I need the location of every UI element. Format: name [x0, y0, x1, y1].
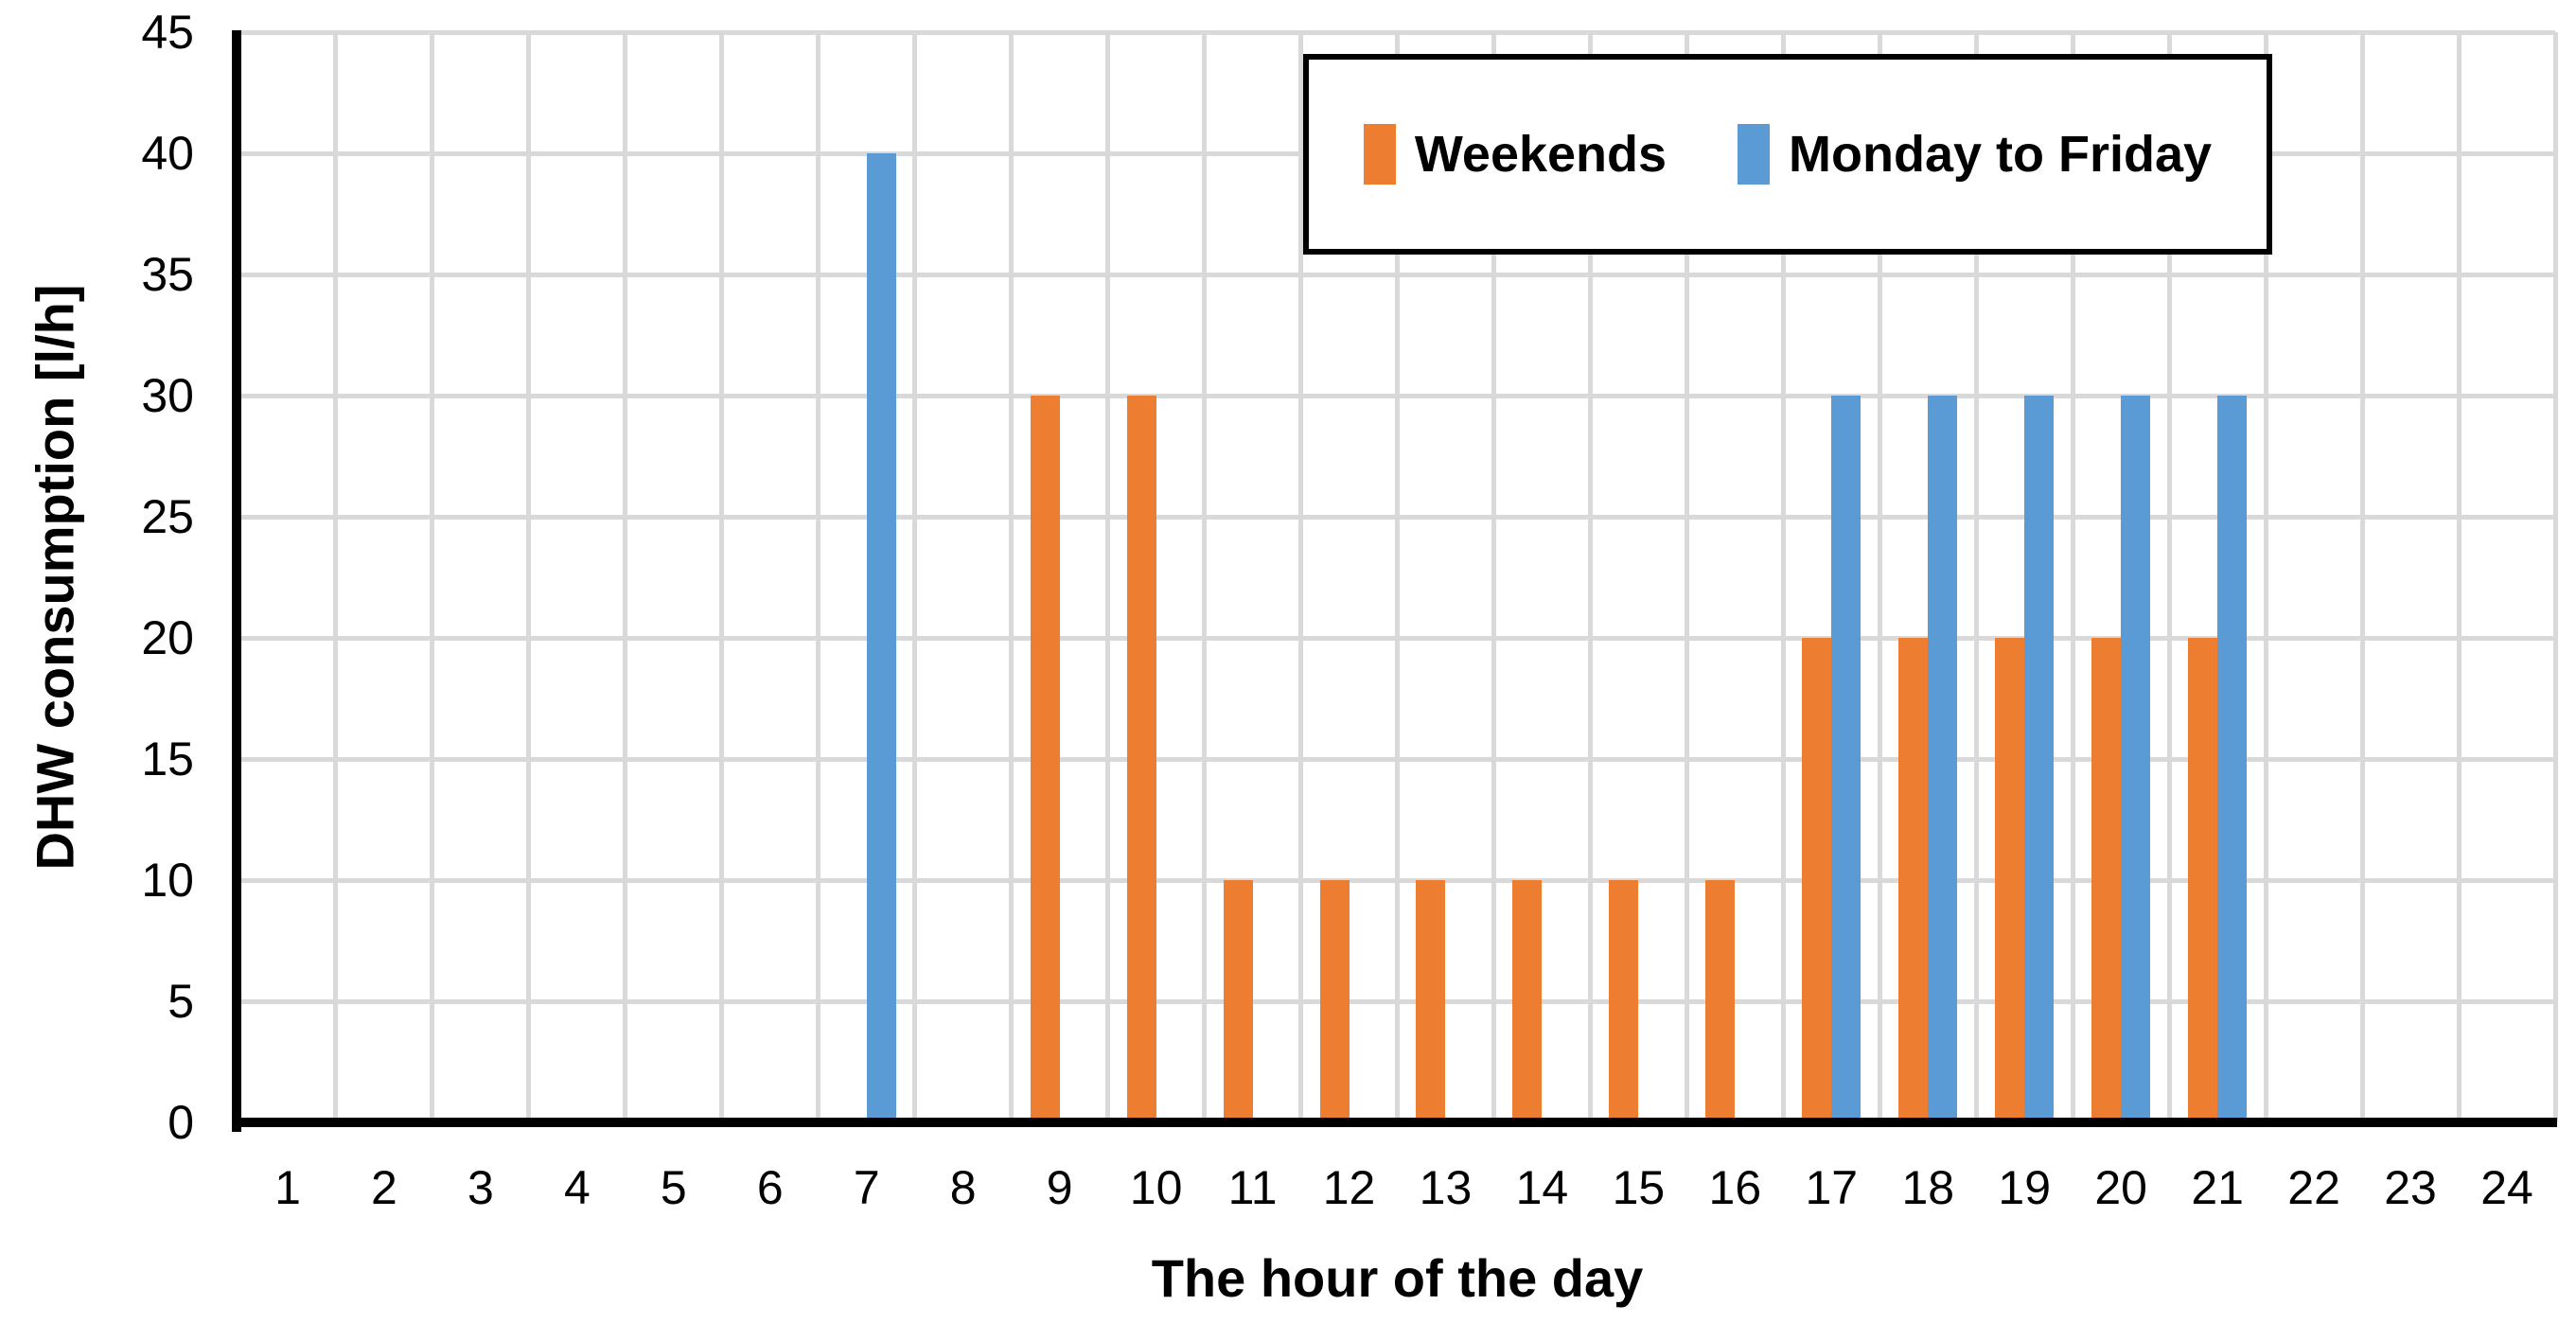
- gridline-v-23: [2456, 32, 2461, 1122]
- y-tick-label-0: 0: [168, 1096, 194, 1149]
- x-tick-label-4: 4: [563, 1161, 591, 1214]
- gridline-v-12: [1395, 32, 1400, 1122]
- x-tick-label-1: 1: [274, 1161, 301, 1214]
- gridline-v-14: [1587, 32, 1593, 1122]
- y-tick-label-20: 20: [141, 611, 194, 664]
- gridline-v-19: [2070, 32, 2075, 1122]
- legend-label-monday-to-friday: Monday to Friday: [1789, 126, 2213, 183]
- x-tick-label-14: 14: [1515, 1161, 1569, 1214]
- y-tick-label-15: 15: [141, 732, 194, 785]
- bar-monday-to-friday-hour-7: [866, 153, 896, 1122]
- gridline-v-15: [1684, 32, 1689, 1122]
- gridline-v-2: [430, 32, 435, 1122]
- gridline-v-4: [623, 32, 628, 1122]
- bar-weekends-hour-14: [1512, 880, 1543, 1122]
- gridline-v-3: [526, 32, 532, 1122]
- gridline-v-7: [912, 32, 918, 1122]
- x-tick-label-16: 16: [1708, 1161, 1762, 1214]
- gridline-v-9: [1105, 32, 1111, 1122]
- x-tick-label-18: 18: [1901, 1161, 1955, 1214]
- bar-monday-to-friday-hour-21: [2217, 396, 2248, 1122]
- bar-monday-to-friday-hour-17: [1831, 396, 1861, 1122]
- x-tick-label-22: 22: [2287, 1161, 2340, 1214]
- bar-weekends-hour-18: [1898, 638, 1929, 1122]
- x-tick-label-6: 6: [756, 1161, 784, 1214]
- legend-item-monday-to-friday: Monday to Friday: [1738, 124, 2212, 185]
- gridline-v-21: [2263, 32, 2268, 1122]
- bar-weekends-hour-10: [1126, 396, 1156, 1122]
- bar-weekends-hour-13: [1416, 880, 1446, 1122]
- x-tick-label-23: 23: [2384, 1161, 2437, 1214]
- x-tick-label-24: 24: [2480, 1161, 2533, 1214]
- x-tick-label-15: 15: [1612, 1161, 1666, 1214]
- gridline-v-18: [1973, 32, 1979, 1122]
- bar-weekends-hour-20: [2091, 638, 2122, 1122]
- y-tick-label-40: 40: [141, 127, 194, 180]
- gridline-v-13: [1491, 32, 1496, 1122]
- y-tick-label-5: 5: [168, 975, 194, 1028]
- weekends-swatch-icon: [1363, 124, 1396, 185]
- bar-weekends-hour-16: [1705, 880, 1736, 1122]
- y-axis-title: DHW consumption [l/h]: [25, 284, 85, 871]
- gridline-v-24: [2552, 32, 2558, 1122]
- gridline-v-22: [2359, 32, 2365, 1122]
- x-axis-title: The hour of the day: [1151, 1248, 1644, 1308]
- bar-monday-to-friday-hour-20: [2121, 396, 2151, 1122]
- legend: Weekends Monday to Friday: [1303, 54, 2272, 255]
- legend-label-weekends: Weekends: [1414, 126, 1667, 183]
- x-tick-label-17: 17: [1805, 1161, 1859, 1214]
- gridline-v-11: [1298, 32, 1304, 1122]
- x-tick-label-11: 11: [1227, 1161, 1278, 1214]
- bar-weekends-hour-21: [2188, 638, 2218, 1122]
- y-tick-label-25: 25: [141, 490, 194, 543]
- bar-weekends-hour-19: [1995, 638, 2025, 1122]
- bar-weekends-hour-11: [1223, 880, 1253, 1122]
- x-tick-label-21: 21: [2191, 1161, 2244, 1214]
- bar-weekends-hour-9: [1030, 396, 1060, 1122]
- x-tick-label-9: 9: [1046, 1161, 1073, 1214]
- x-axis-line: [232, 1118, 2557, 1127]
- x-tick-label-12: 12: [1322, 1161, 1376, 1214]
- gridline-v-10: [1202, 32, 1208, 1122]
- bar-monday-to-friday-hour-19: [2024, 396, 2055, 1122]
- x-tick-label-8: 8: [949, 1161, 977, 1214]
- x-tick-label-7: 7: [853, 1161, 880, 1214]
- x-tick-label-20: 20: [2094, 1161, 2147, 1214]
- x-tick-label-19: 19: [1998, 1161, 2052, 1214]
- bar-monday-to-friday-hour-18: [1928, 396, 1958, 1122]
- bar-weekends-hour-15: [1609, 880, 1639, 1122]
- y-tick-label-30: 30: [141, 369, 194, 422]
- y-tick-label-45: 45: [141, 6, 194, 59]
- legend-item-weekends: Weekends: [1363, 124, 1667, 185]
- y-tick-label-35: 35: [141, 248, 194, 301]
- gridline-v-6: [816, 32, 821, 1122]
- gridline-v-8: [1009, 32, 1015, 1122]
- x-tick-label-2: 2: [371, 1161, 397, 1214]
- x-tick-label-13: 13: [1419, 1161, 1473, 1214]
- x-tick-label-10: 10: [1129, 1161, 1183, 1214]
- y-tick-label-10: 10: [141, 854, 194, 907]
- gridline-v-20: [2166, 32, 2172, 1122]
- gridline-v-17: [1877, 32, 1882, 1122]
- x-tick-label-3: 3: [467, 1161, 494, 1214]
- bar-weekends-hour-17: [1802, 638, 1832, 1122]
- gridline-v-1: [333, 32, 339, 1122]
- monday-to-friday-swatch-icon: [1738, 124, 1771, 185]
- y-axis-line: [232, 30, 241, 1132]
- x-tick-label-5: 5: [660, 1161, 687, 1214]
- bar-weekends-hour-12: [1319, 880, 1350, 1122]
- gridline-v-5: [719, 32, 725, 1122]
- gridline-v-16: [1780, 32, 1786, 1122]
